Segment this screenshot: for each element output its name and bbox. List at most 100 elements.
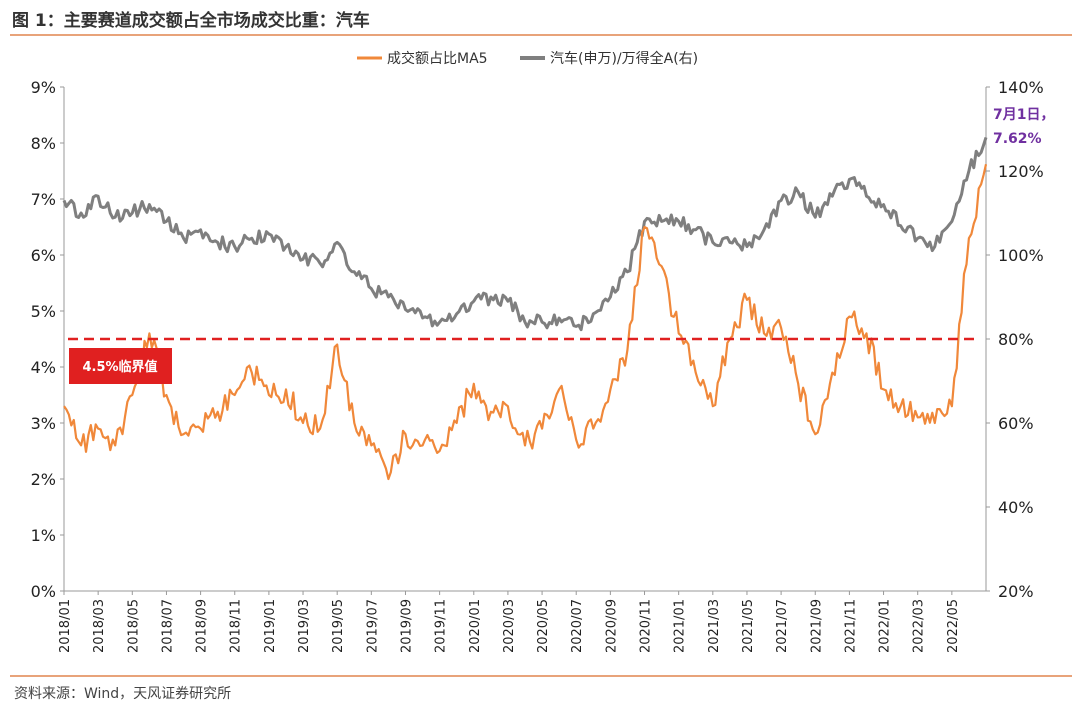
x-tick-label: 2018/05 bbox=[126, 599, 141, 653]
x-tick-label: 2021/07 bbox=[775, 599, 790, 653]
annotation-value: 7.62% bbox=[993, 131, 1042, 147]
data-point-auto-index bbox=[183, 237, 185, 239]
data-point-ma5 bbox=[985, 164, 987, 166]
data-point-auto-index bbox=[746, 246, 748, 248]
data-point-auto-index bbox=[968, 170, 970, 172]
data-point-ma5 bbox=[217, 411, 219, 413]
data-point-auto-index bbox=[166, 221, 168, 223]
data-point-ma5 bbox=[149, 333, 151, 335]
data-point-ma5 bbox=[610, 389, 612, 391]
data-point-auto-index bbox=[319, 263, 321, 265]
data-point-auto-index bbox=[575, 326, 577, 328]
data-point-ma5 bbox=[371, 445, 373, 447]
data-point-ma5 bbox=[200, 428, 202, 430]
legend: 成交额占比MA5 汽车(申万)/万得全A(右) bbox=[357, 50, 698, 67]
data-point-auto-index bbox=[285, 246, 287, 248]
data-point-auto-index bbox=[797, 191, 799, 193]
data-point-auto-index bbox=[849, 179, 851, 181]
data-point-auto-index bbox=[866, 195, 868, 197]
series-layer bbox=[62, 136, 988, 481]
right-tick-label: 60% bbox=[998, 414, 1034, 433]
data-point-auto-index bbox=[302, 258, 304, 260]
data-point-auto-index bbox=[132, 212, 134, 214]
series-line-ma5 bbox=[63, 164, 988, 481]
data-point-ma5 bbox=[917, 417, 919, 419]
data-point-ma5 bbox=[439, 450, 441, 452]
data-point-auto-index bbox=[627, 271, 629, 273]
left-tick-label: 6% bbox=[31, 246, 56, 265]
x-tick-label: 2019/05 bbox=[331, 599, 346, 653]
left-tick-label: 1% bbox=[31, 526, 56, 545]
data-point-ma5 bbox=[80, 445, 82, 447]
left-tick-label: 7% bbox=[31, 190, 56, 209]
data-point-auto-index bbox=[558, 317, 560, 319]
data-point-auto-index bbox=[456, 313, 458, 315]
data-point-auto-index bbox=[610, 296, 612, 298]
x-tick-label: 2021/01 bbox=[673, 599, 688, 653]
right-tick-label: 40% bbox=[998, 498, 1034, 517]
data-point-auto-index bbox=[917, 237, 919, 239]
right-tick-label: 20% bbox=[998, 582, 1034, 601]
data-point-auto-index bbox=[695, 229, 697, 231]
data-point-ma5 bbox=[166, 394, 168, 396]
data-point-auto-index bbox=[541, 321, 543, 323]
x-tick-label: 2020/01 bbox=[468, 599, 483, 653]
data-point-ma5 bbox=[797, 383, 799, 385]
data-point-auto-index bbox=[422, 317, 424, 319]
x-tick-label: 2020/05 bbox=[536, 599, 551, 653]
right-tick-label: 120% bbox=[998, 162, 1044, 181]
data-point-ma5 bbox=[575, 439, 577, 441]
data-point-ma5 bbox=[541, 428, 543, 430]
source-note: 资料来源：Wind，天风证券研究所 bbox=[14, 686, 232, 702]
data-point-ma5 bbox=[285, 389, 287, 391]
data-point-auto-index bbox=[951, 221, 953, 223]
data-point-ma5 bbox=[712, 405, 714, 407]
data-point-ma5 bbox=[490, 411, 492, 413]
data-point-auto-index bbox=[985, 137, 987, 139]
x-tick-label: 2018/07 bbox=[160, 599, 175, 653]
x-tick-label: 2021/09 bbox=[809, 599, 824, 653]
data-point-auto-index bbox=[371, 288, 373, 290]
x-tick-label: 2019/09 bbox=[399, 599, 414, 653]
data-point-auto-index bbox=[251, 237, 253, 239]
data-point-auto-index bbox=[763, 229, 765, 231]
x-tick-label: 2022/01 bbox=[878, 599, 893, 653]
data-point-ma5 bbox=[473, 383, 475, 385]
left-tick-label: 8% bbox=[31, 134, 56, 153]
chart-title: 图 1：主要赛道成交额占全市场成交比重：汽车 bbox=[12, 11, 370, 31]
data-point-ma5 bbox=[234, 394, 236, 396]
axes: 0% 1% 2% 3% 4% 5% 6% 7% 8% 9% 20% 40% 60% 80% 100% 120%… bbox=[31, 78, 1044, 653]
x-tick-label: 2019/11 bbox=[434, 599, 449, 653]
data-point-ma5 bbox=[388, 478, 390, 480]
x-tick-label: 2020/09 bbox=[604, 599, 619, 653]
threshold-label-box bbox=[69, 348, 172, 384]
data-point-auto-index bbox=[661, 221, 663, 223]
data-point-ma5 bbox=[63, 405, 65, 407]
data-point-ma5 bbox=[968, 237, 970, 239]
data-point-ma5 bbox=[405, 433, 407, 435]
data-point-auto-index bbox=[934, 246, 936, 248]
left-tick-label: 5% bbox=[31, 302, 56, 321]
title-divider bbox=[10, 34, 1072, 36]
data-point-auto-index bbox=[354, 271, 356, 273]
data-point-auto-index bbox=[815, 216, 817, 218]
data-point-auto-index bbox=[832, 195, 834, 197]
data-point-ma5 bbox=[268, 394, 270, 396]
data-point-ma5 bbox=[627, 349, 629, 351]
left-tick-label: 2% bbox=[31, 470, 56, 489]
data-point-auto-index bbox=[97, 195, 99, 197]
data-point-ma5 bbox=[251, 372, 253, 374]
left-tick-label: 3% bbox=[31, 414, 56, 433]
x-tick-label: 2020/03 bbox=[502, 599, 517, 653]
data-point-ma5 bbox=[866, 333, 868, 335]
data-point-ma5 bbox=[815, 433, 817, 435]
left-tick-label: 0% bbox=[31, 582, 56, 601]
x-tick-label: 2022/05 bbox=[946, 599, 961, 653]
data-point-ma5 bbox=[661, 265, 663, 267]
data-point-ma5 bbox=[302, 422, 304, 424]
left-tick-label: 9% bbox=[31, 78, 56, 97]
x-tick-label: 2018/11 bbox=[229, 599, 244, 653]
data-point-auto-index bbox=[388, 296, 390, 298]
data-point-ma5 bbox=[422, 445, 424, 447]
